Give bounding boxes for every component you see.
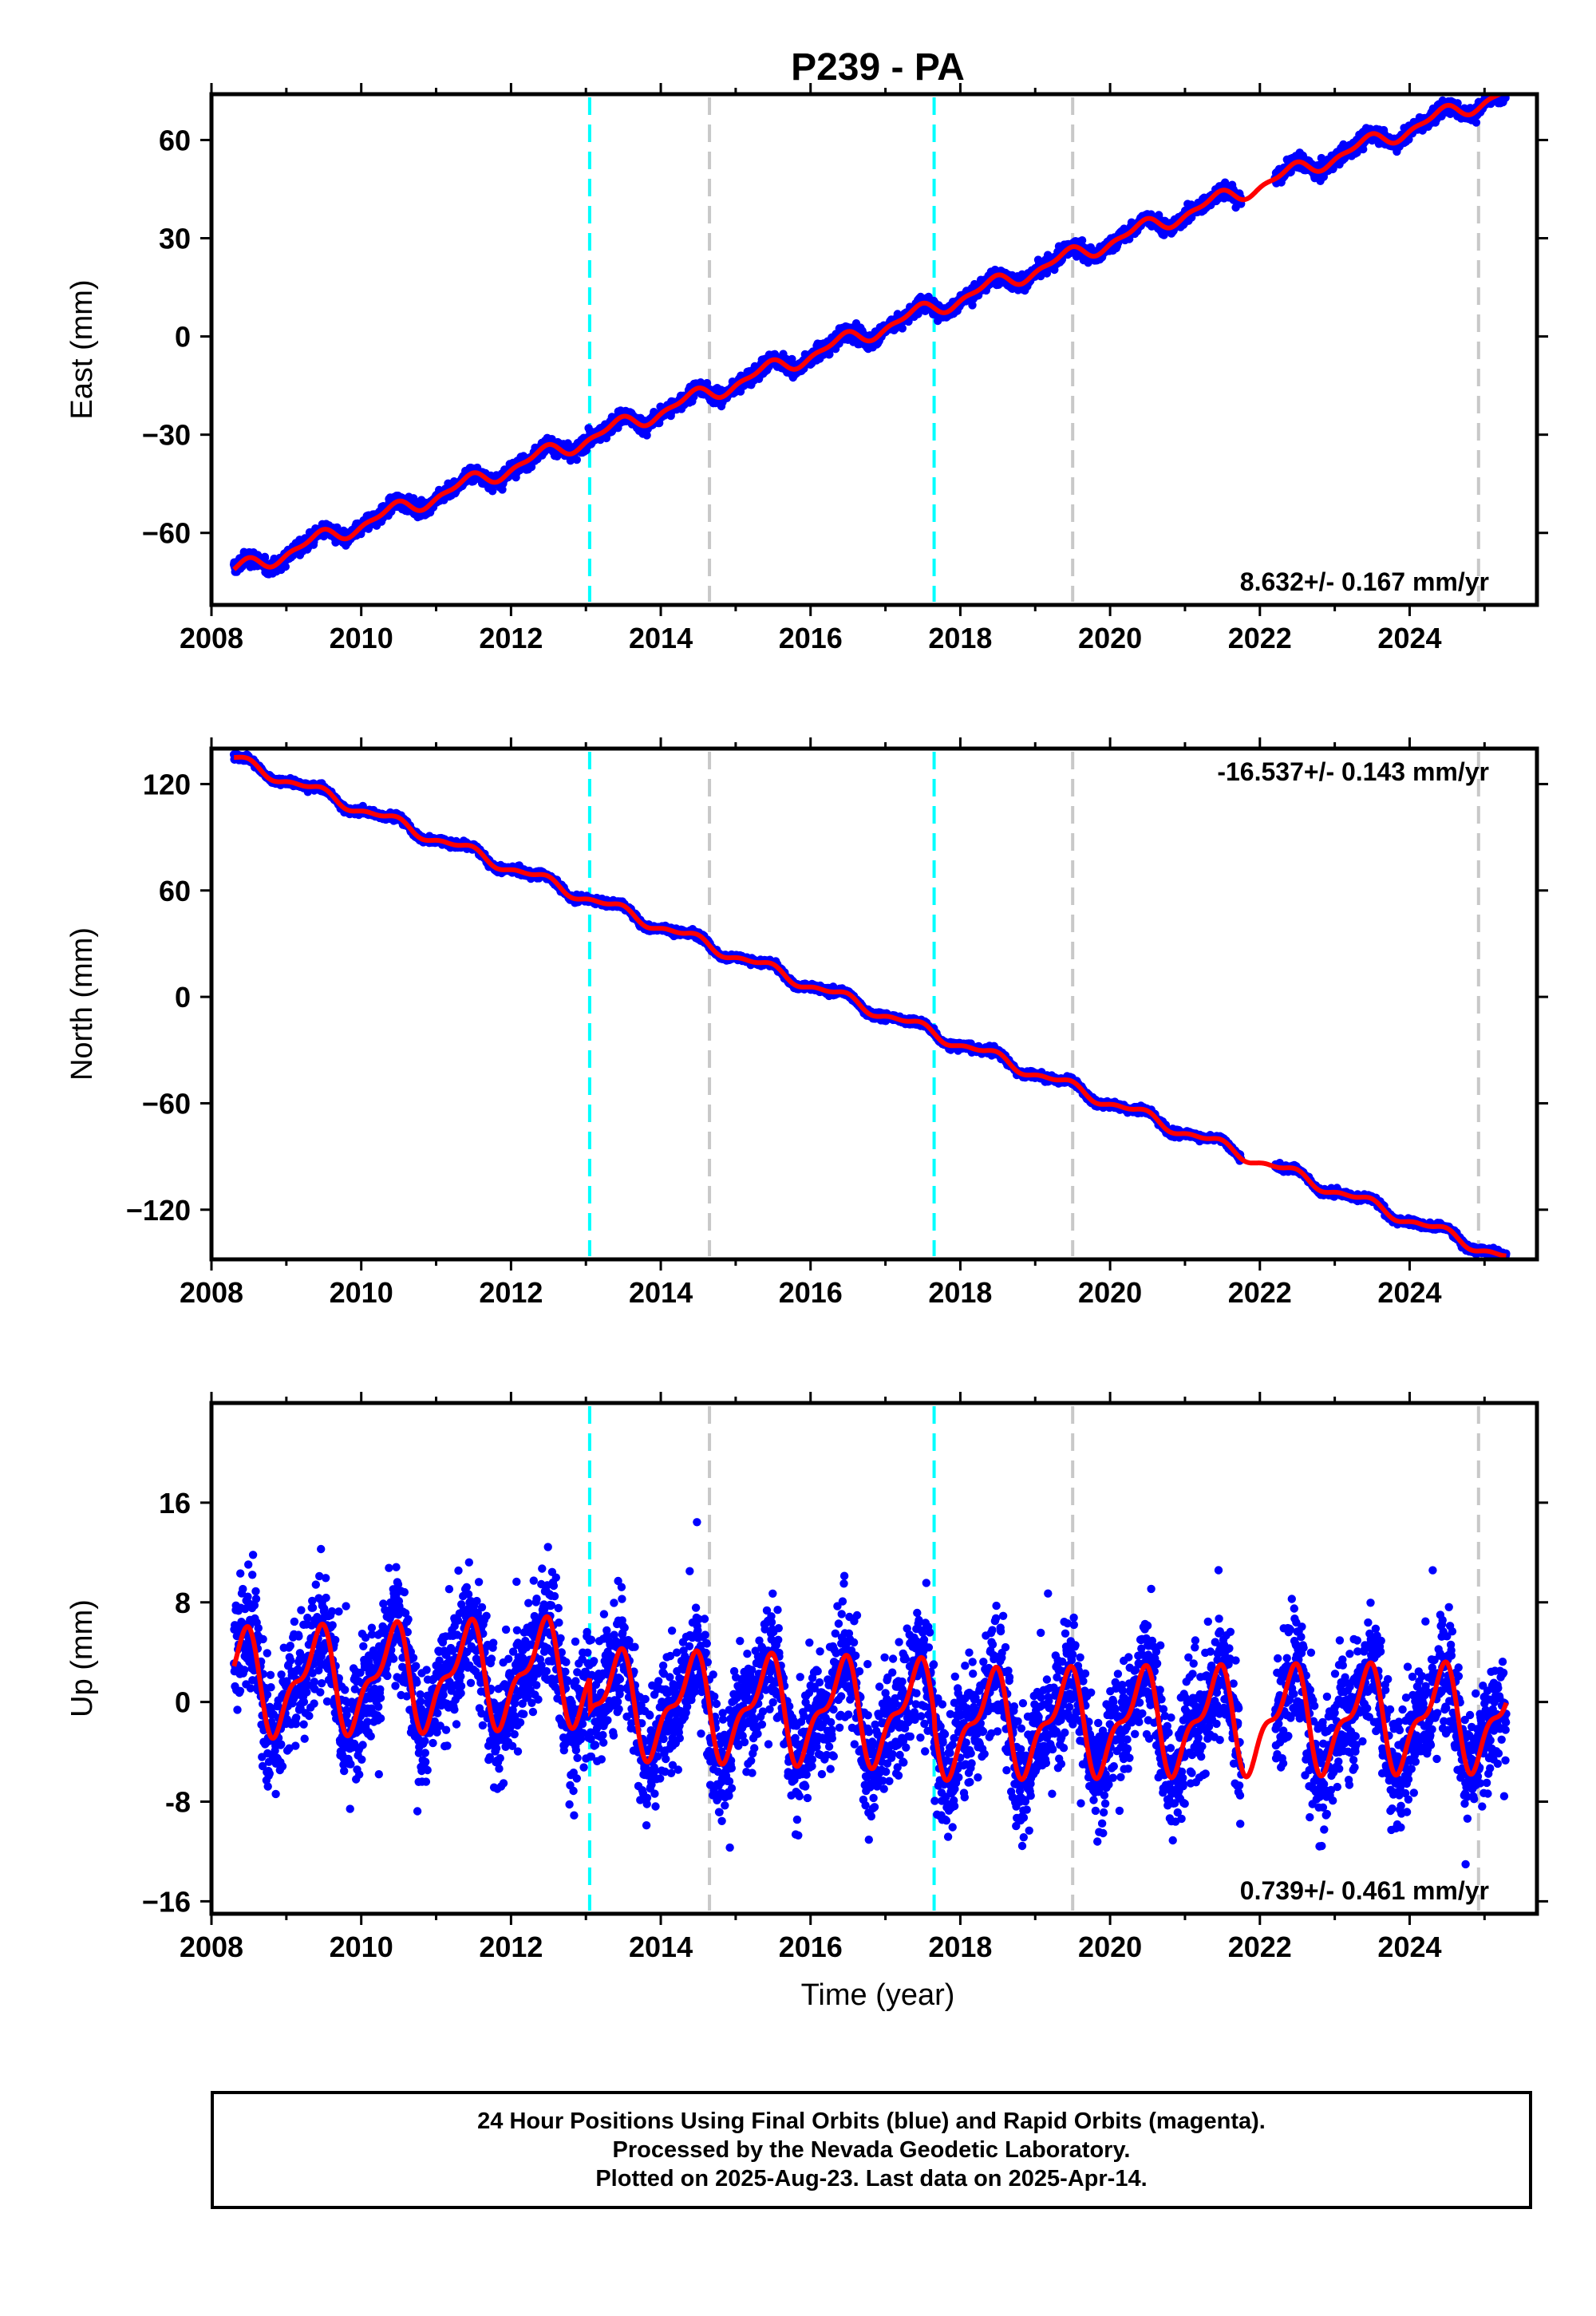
x-tick-label: 2024	[1377, 622, 1441, 654]
data-point	[1501, 80, 1509, 88]
y-tick-label: −60	[142, 517, 191, 550]
data-point	[1496, 85, 1504, 93]
data-point	[572, 455, 581, 464]
data-point	[898, 324, 907, 333]
rate-label: 8.632+/- 0.167 mm/yr	[1240, 567, 1489, 596]
data-point	[488, 487, 497, 496]
x-tick-label: 2008	[180, 622, 243, 654]
y-tick-label: 30	[159, 223, 191, 255]
y-tick-label: −30	[142, 419, 191, 452]
data-point	[260, 553, 270, 563]
data-point	[642, 431, 651, 440]
x-tick-label: 2018	[928, 622, 992, 654]
data-point	[527, 462, 536, 472]
panel-east: 60 30 0 −30 −60 2008 2010 2012 2014 2016 2018 2020 2…	[65, 80, 1548, 654]
x-tick-label: 2016	[779, 622, 843, 654]
y-tick-label: 60	[159, 124, 191, 156]
data-point	[1491, 85, 1499, 93]
data-point	[1497, 84, 1505, 92]
x-tick-label: 2010	[330, 622, 393, 654]
x-tick-label: 2020	[1078, 622, 1142, 654]
data-point	[281, 562, 290, 571]
x-tick-label: 2022	[1228, 622, 1292, 654]
x-tick-label: 2014	[629, 622, 693, 654]
y-axis-label: East (mm)	[65, 279, 99, 419]
series-final-orbits	[229, 80, 1511, 579]
data-point	[788, 354, 796, 364]
y-tick-label: 0	[175, 321, 191, 354]
chart-title: P239 - PA	[791, 46, 965, 89]
data-point	[1472, 118, 1481, 127]
x-tick-label: 2012	[479, 622, 543, 654]
